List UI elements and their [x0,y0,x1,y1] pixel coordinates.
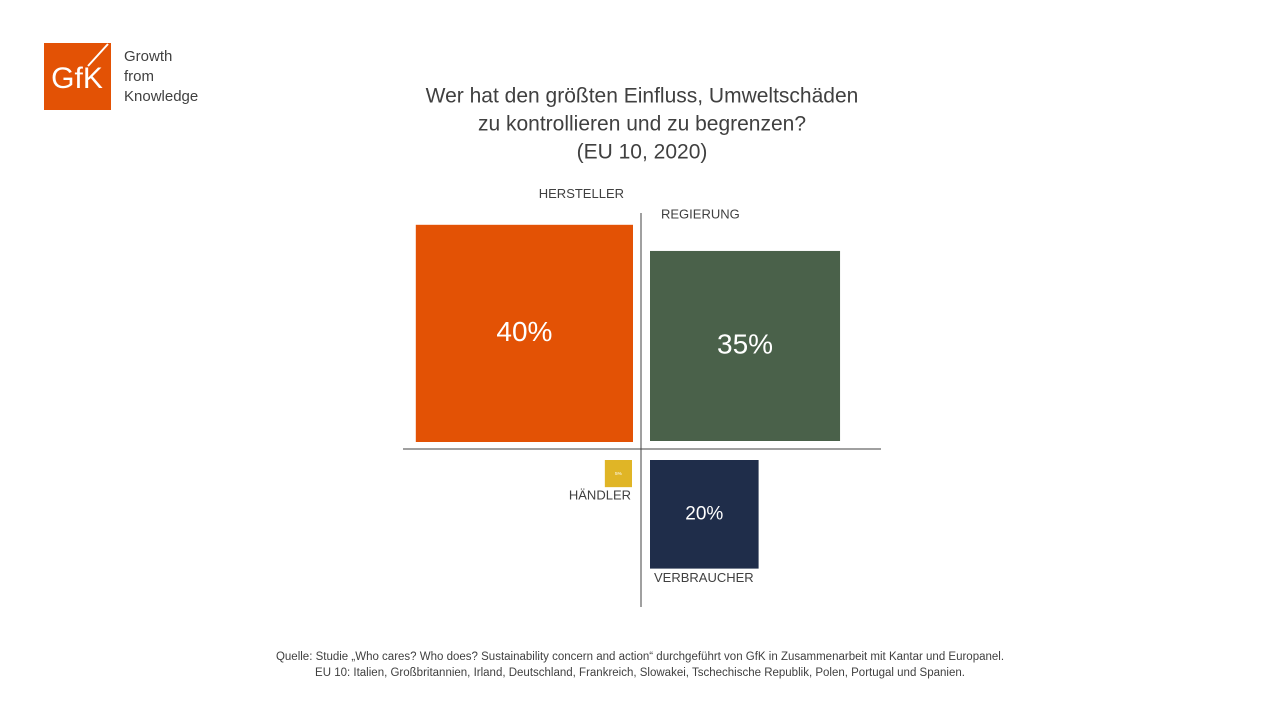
chart-title: zu kontrollieren und zu begrenzen? [478,113,806,136]
category-label: HERSTELLER [539,186,624,201]
chart-subtitle: (EU 10, 2020) [577,141,708,164]
square [415,224,633,442]
logo-mark: GfK [51,62,103,95]
value-label: 35% [717,328,773,359]
value-label: 20% [685,503,723,524]
category-label: HÄNDLER [569,488,631,503]
logo-tagline: Knowledge [124,88,198,105]
square [650,250,841,441]
logo-slash [87,43,109,67]
category-label: REGIERUNG [661,206,740,221]
chart-title: Wer hat den größten Einfluss, Umweltschä… [426,85,859,108]
source-note: EU 10: Italien, Großbritannien, Irland, … [315,667,965,679]
square [650,460,759,569]
category-label: VERBRAUCHER [654,570,754,585]
value-label: 40% [496,316,552,347]
value-label: 5% [615,471,623,477]
logo-tagline: from [124,68,154,85]
source-note: Quelle: Studie „Who cares? Who does? Sus… [276,651,1004,663]
square [604,460,632,488]
logo-tagline: Growth [124,48,172,65]
